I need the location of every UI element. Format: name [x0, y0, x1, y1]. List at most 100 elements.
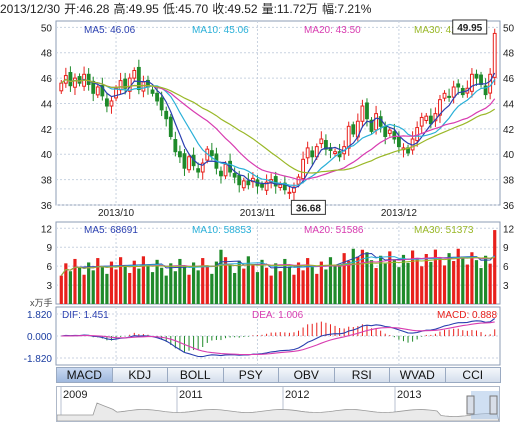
volume-legend-ma10: MA10: 58853: [192, 225, 252, 236]
volume-bar: [255, 272, 260, 304]
volume-bar: [324, 269, 328, 304]
vol-ma10-line: [60, 255, 495, 276]
volume-legend-ma20: MA20: 51586: [304, 225, 364, 236]
volume-bar: [406, 262, 410, 304]
volume-bar: [452, 261, 456, 304]
month-tick-label: 2013/12: [381, 208, 418, 219]
dea-legend: DEA: 1.006: [252, 310, 304, 321]
volume-bar: [474, 260, 479, 304]
high-annotation-label: 49.95: [457, 23, 482, 34]
volume-value: 11.72万: [276, 2, 319, 16]
candle-body: [182, 153, 187, 169]
candle-body: [469, 73, 474, 92]
volume-bar: [73, 258, 77, 304]
volume-bar: [210, 273, 214, 304]
candle-body: [456, 83, 461, 88]
tab-macd[interactable]: MACD: [56, 367, 113, 383]
candle-body: [287, 191, 292, 194]
candle-body: [438, 99, 442, 116]
volume-bar: [397, 267, 401, 304]
volume-tick-left: 6: [46, 262, 52, 273]
candle-body: [492, 32, 497, 78]
close-label: 收:: [212, 2, 228, 16]
volume-bar: [214, 261, 219, 304]
candle-body: [159, 97, 164, 111]
candle-body: [68, 72, 73, 87]
dif-legend: DIF: 1.451: [62, 310, 109, 321]
vol-ma30-line: [60, 256, 495, 276]
candle-body: [383, 125, 388, 137]
volume-bar: [201, 258, 205, 304]
candle-body: [241, 180, 246, 189]
candle-body: [73, 77, 77, 88]
price-tick-right: 44: [503, 99, 515, 110]
macd-legend: MACD: 0.888: [437, 310, 497, 321]
volume-bar: [493, 230, 497, 304]
volume-bar: [242, 268, 246, 304]
price-tick-right: 48: [503, 49, 515, 60]
tab-psy[interactable]: PSY: [222, 367, 279, 383]
candle-body: [365, 102, 369, 120]
navigator-left-handle[interactable]: [466, 395, 475, 415]
volume-bar: [438, 257, 442, 304]
volume-bar: [109, 261, 114, 304]
candle-body: [173, 139, 178, 153]
volume-bar: [424, 254, 428, 304]
price-tick-left: 40: [41, 150, 53, 161]
volume-tick-left: 12: [41, 224, 53, 235]
timeline-navigator[interactable]: 2009 2011 2012 2013: [56, 386, 500, 422]
navigator-year-label: 2013: [397, 389, 421, 401]
tab-obv[interactable]: OBV: [278, 367, 335, 383]
tab-wvad[interactable]: WVAD: [389, 367, 446, 383]
volume-bar: [169, 263, 173, 304]
candle-body: [369, 119, 374, 132]
volume-bar: [388, 251, 392, 304]
high-annotation-box: [452, 19, 488, 35]
ma10-line: [60, 78, 496, 186]
volume-bar: [91, 270, 95, 304]
volume-label: 量:: [261, 2, 277, 16]
candle-body: [118, 80, 123, 91]
volume-bar: [461, 256, 465, 304]
volume-bar: [351, 248, 355, 304]
volume-bar: [365, 252, 369, 304]
volume-bar: [470, 252, 474, 304]
volume-legend-ma30: MA30: 51373: [414, 225, 474, 236]
volume-bar: [128, 272, 132, 304]
volume-bar: [342, 253, 346, 304]
volume-tick-right: 6: [503, 262, 509, 273]
volume-bar: [191, 262, 196, 304]
volume-tick-right: 12: [503, 224, 515, 235]
volume-bar: [137, 268, 141, 304]
volume-bar: [415, 258, 419, 304]
volume-bar: [319, 261, 323, 304]
price-tick-right: 36: [503, 201, 515, 212]
high-value: 49.95: [128, 2, 159, 16]
candle-body: [187, 156, 191, 171]
low-annotation-label: 36.68: [296, 203, 321, 214]
volume-bar: [146, 264, 150, 304]
volume-bar: [132, 260, 136, 304]
candle-body: [387, 129, 392, 134]
navigator-canvas[interactable]: 2009 2011 2012 2013: [57, 387, 499, 421]
volume-tick-right: 9: [503, 243, 509, 254]
tab-cci[interactable]: CCI: [444, 367, 501, 383]
candle-body: [292, 186, 296, 193]
candle-body: [479, 74, 483, 85]
price-tick-right: 46: [503, 74, 515, 85]
tab-kdj[interactable]: KDJ: [111, 367, 168, 383]
volume-bar: [429, 261, 433, 304]
navigator-overview-area: [57, 402, 499, 421]
tab-boll[interactable]: BOLL: [167, 367, 224, 383]
candle-body: [360, 105, 365, 122]
candle-body: [301, 158, 306, 180]
volume-bar: [155, 259, 159, 304]
volume-bar: [369, 260, 374, 304]
volume-bar: [196, 270, 200, 304]
navigator-right-handle[interactable]: [489, 395, 498, 415]
candle-body: [442, 92, 447, 99]
candle-body: [168, 116, 173, 137]
volume-bar: [392, 259, 396, 304]
tab-rsi[interactable]: RSI: [333, 367, 390, 383]
